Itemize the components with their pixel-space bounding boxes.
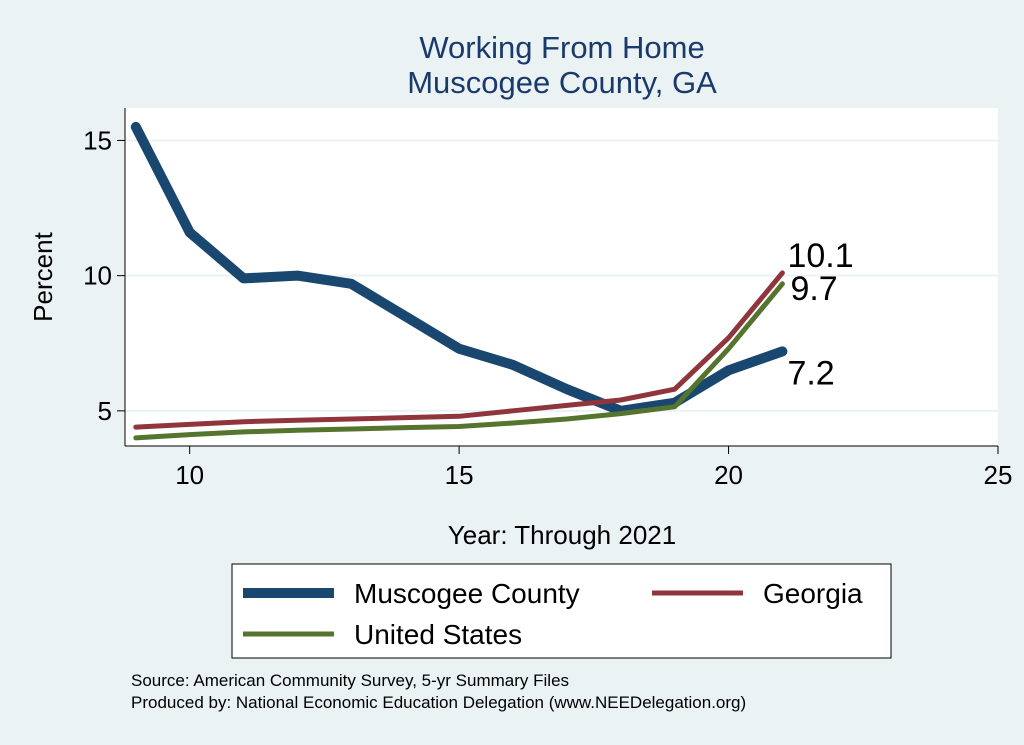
source-note: Source: American Community Survey, 5-yr …	[131, 671, 569, 690]
legend-box	[231, 563, 892, 659]
legend-label: Muscogee County	[354, 578, 580, 609]
x-tick-label: 20	[714, 460, 743, 490]
y-tick-label: 15	[83, 125, 112, 155]
legend-label: Georgia	[763, 578, 863, 609]
series-line-united-states	[133, 281, 785, 441]
producer-note: Produced by: National Economic Education…	[131, 693, 746, 712]
end-labels: 7.2 10.19.7	[787, 237, 853, 392]
x-tick-label: 10	[175, 460, 204, 490]
y-axis-ticks: 5 10 15	[83, 125, 125, 426]
legend: Muscogee County Georgia United States	[243, 578, 863, 650]
series-lines	[130, 121, 788, 441]
series-line-georgia	[133, 270, 785, 430]
y-tick-label: 10	[83, 261, 112, 291]
end-label-united-states: 9.7	[790, 270, 837, 308]
legend-label: United States	[354, 619, 522, 650]
x-tick-label: 15	[445, 460, 474, 490]
chart-title-line-2: Muscogee County, GA	[407, 65, 717, 100]
end-label-muscogee-county: 7.2	[787, 354, 834, 392]
series-line-muscogee-county	[130, 121, 788, 416]
x-axis-title: Year: Through 2021	[448, 520, 676, 550]
y-axis-title: Percent	[28, 231, 58, 321]
end-label-georgia: 10.1	[787, 237, 853, 275]
x-axis-ticks: 10 15 20 25	[175, 446, 1012, 490]
x-tick-label: 25	[984, 460, 1013, 490]
chart-title-line-1: Working From Home	[419, 30, 704, 65]
y-tick-label: 5	[98, 396, 112, 426]
